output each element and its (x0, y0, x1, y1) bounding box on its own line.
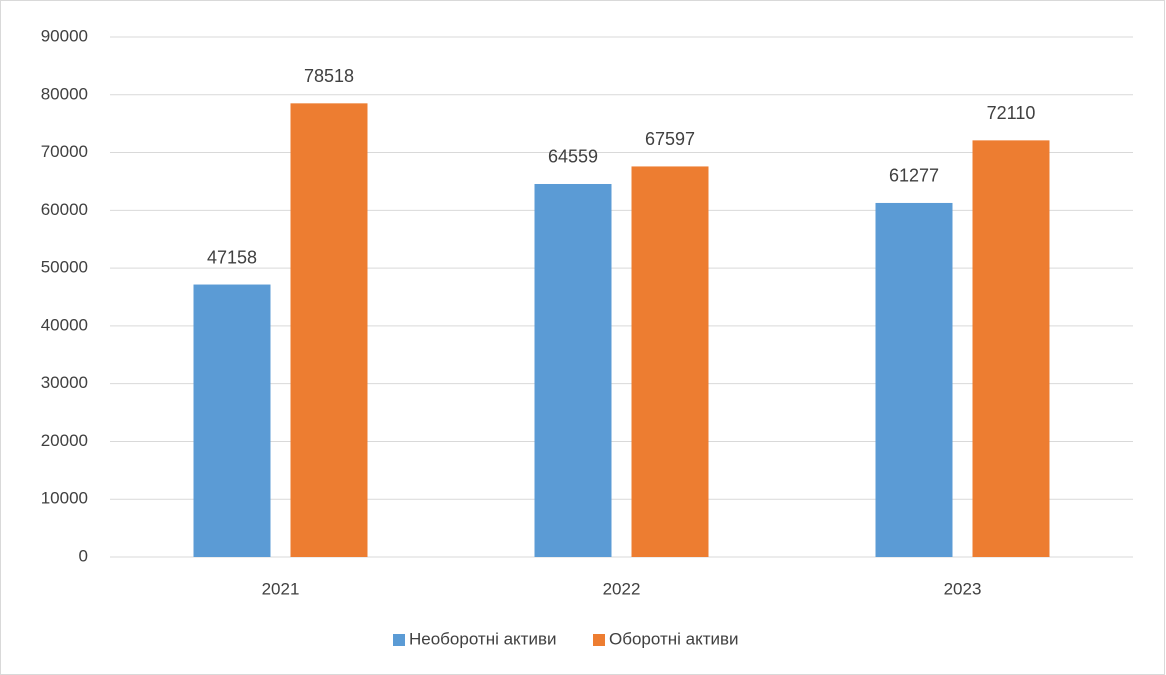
bar (972, 140, 1050, 557)
x-tick-label: 2023 (944, 579, 982, 598)
y-tick-label: 80000 (41, 84, 88, 103)
y-tick-label: 60000 (41, 200, 88, 219)
bar (193, 284, 271, 557)
y-tick-label: 40000 (41, 315, 88, 334)
x-tick-label: 2021 (262, 579, 300, 598)
y-tick-label: 20000 (41, 431, 88, 450)
legend-swatch (393, 634, 405, 646)
y-tick-label: 70000 (41, 142, 88, 161)
y-tick-label: 90000 (41, 26, 88, 45)
value-label: 67597 (645, 129, 695, 149)
y-tick-label: 10000 (41, 489, 88, 508)
bar (631, 166, 709, 557)
bar (534, 183, 612, 558)
y-tick-label: 0 (79, 546, 88, 565)
legend-label: Оборотні активи (609, 629, 739, 648)
value-label: 47158 (207, 247, 257, 267)
bar (875, 202, 953, 557)
y-tick-label: 50000 (41, 258, 88, 277)
y-tick-label: 30000 (41, 373, 88, 392)
value-label: 78518 (304, 66, 354, 86)
x-tick-label: 2022 (603, 579, 641, 598)
legend-swatch (593, 634, 605, 646)
value-label: 61277 (889, 166, 939, 186)
value-label: 64559 (548, 147, 598, 167)
bar (290, 103, 368, 557)
legend-label: Необоротні активи (409, 629, 556, 648)
value-label: 72110 (987, 103, 1036, 123)
